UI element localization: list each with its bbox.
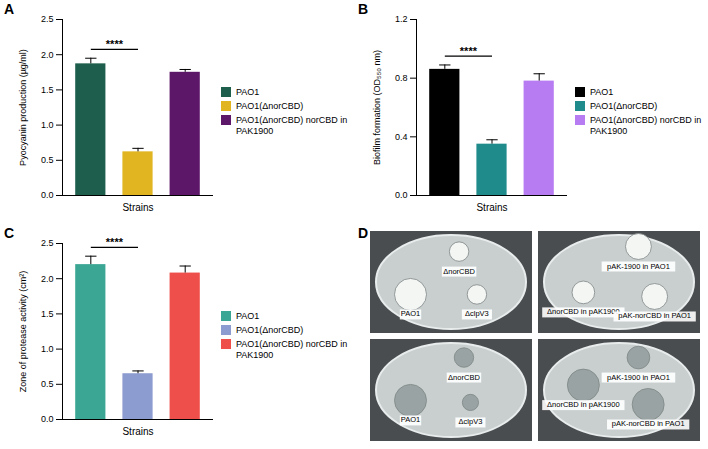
html-text:PAO1(ΔnorCBD) norCBD in PAK190: PAO1(ΔnorCBD) norCBD in PAK1900 [236, 339, 348, 360]
svg-text:1.0: 1.0 [41, 120, 54, 130]
svg-text:pAK-norCBD in PAO1: pAK-norCBD in PAO1 [618, 311, 691, 320]
svg-text:****: **** [460, 45, 478, 57]
svg-text:pAK-1900 in PAO1: pAK-1900 in PAO1 [607, 373, 670, 382]
svg-text:2.5: 2.5 [41, 238, 54, 248]
html-text:C: C [4, 225, 15, 241]
svg-text:Biofilm formation (OD₅₅₀ nm): Biofilm formation (OD₅₅₀ nm) [372, 50, 382, 165]
svg-text:Strains: Strains [122, 202, 153, 213]
html-text:PAO1(ΔnorCBD) norCBD in PAK190: PAO1(ΔnorCBD) norCBD in PAK1900 [590, 115, 702, 136]
svg-text:ΔnorCBD: ΔnorCBD [443, 267, 475, 276]
svg-text:0.8: 0.8 [395, 73, 408, 83]
svg-text:2.5: 2.5 [41, 14, 54, 24]
svg-text:PAO1: PAO1 [401, 309, 420, 318]
svg-text:Strains: Strains [122, 426, 153, 437]
svg-text:0.5: 0.5 [41, 155, 54, 165]
svg-text:ΔnorCBD in pAK1900: ΔnorCBD in pAK1900 [547, 307, 620, 316]
svg-text:****: **** [106, 38, 124, 50]
svg-text:Zone of protease activity (cm²: Zone of protease activity (cm²) [18, 271, 28, 393]
svg-text:1.5: 1.5 [41, 85, 54, 95]
html-text:PAO1: PAO1 [236, 311, 260, 321]
html-text:B: B [358, 1, 369, 17]
html-text:PAO1(ΔnorCBD): PAO1(ΔnorCBD) [590, 101, 658, 111]
svg-text:ΔnorCBD in pAK1900: ΔnorCBD in pAK1900 [547, 400, 620, 409]
html-text:PAO1(ΔnorCBD) norCBD in PAK190: PAO1(ΔnorCBD) norCBD in PAK1900 [236, 115, 348, 136]
svg-text:ΔnorCBD: ΔnorCBD [448, 373, 480, 382]
svg-text:1.5: 1.5 [41, 309, 54, 319]
html-text:D: D [358, 225, 369, 241]
svg-text:0.0: 0.0 [41, 190, 54, 200]
html-text:PAO1: PAO1 [590, 87, 614, 97]
svg-text:0.0: 0.0 [41, 414, 54, 424]
svg-text:0.5: 0.5 [41, 379, 54, 389]
svg-text:0.4: 0.4 [395, 132, 408, 142]
svg-text:ΔclpV3: ΔclpV3 [459, 417, 483, 426]
svg-text:****: **** [106, 236, 124, 248]
svg-text:2.0: 2.0 [41, 274, 54, 284]
html-text:PAO1(ΔnorCBD): PAO1(ΔnorCBD) [236, 101, 304, 111]
svg-text:PAO1: PAO1 [401, 415, 420, 424]
svg-text:Strains: Strains [476, 202, 507, 213]
svg-text:ΔclpV3: ΔclpV3 [465, 309, 489, 318]
html-text:PAO1(ΔnorCBD): PAO1(ΔnorCBD) [236, 325, 304, 335]
svg-text:1.2: 1.2 [395, 14, 408, 24]
html-text:PAO1: PAO1 [236, 87, 260, 97]
svg-text:pAK-1900 in PAO1: pAK-1900 in PAO1 [607, 262, 670, 271]
svg-text:pAK-norCBD in PAO1: pAK-norCBD in PAO1 [612, 419, 685, 428]
svg-text:Pyocyanin production (µg/ml): Pyocyanin production (µg/ml) [18, 49, 28, 166]
html-text:A: A [4, 1, 15, 17]
svg-text:1.0: 1.0 [41, 344, 54, 354]
svg-text:2.0: 2.0 [41, 50, 54, 60]
svg-text:0.0: 0.0 [395, 190, 408, 200]
